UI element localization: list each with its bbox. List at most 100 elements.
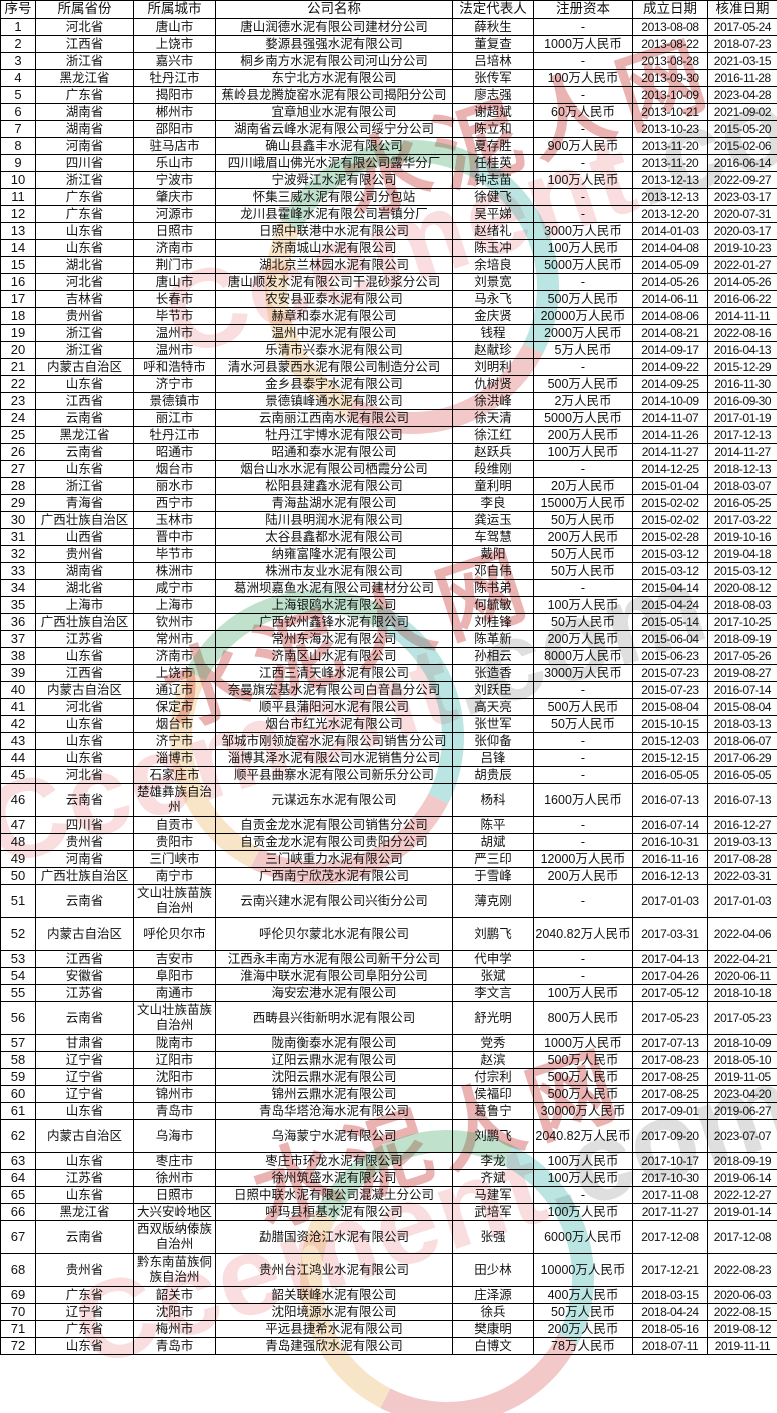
cell-approved-date: 2016-07-14 (707, 681, 777, 699)
cell-approved-date: 2019-11-05 (707, 1068, 777, 1086)
cell-seq: 62 (0, 1119, 36, 1153)
cell-approved-date: 2019-11-11 (707, 1337, 777, 1355)
cell-seq: 38 (0, 647, 36, 665)
cell-legal-representative: 赵绪礼 (452, 222, 534, 240)
table-row: 45 河北省 石家庄市 顺平县曲寨水泥有限公司新乐分公司 胡贵辰 -2016-05-05 2… (0, 766, 777, 784)
cell-seq: 25 (0, 426, 36, 444)
cell-province: 吉林省 (35, 290, 134, 308)
cell-established-date: 2017-09-20 (632, 1119, 708, 1153)
cell-company: 湖北京兰林园水泥有限公司 (215, 256, 453, 274)
cell-city: 乌海市 (133, 1119, 216, 1153)
cell-city: 通辽市 (133, 681, 216, 699)
cell-legal-representative: 金庆贤 (452, 307, 534, 325)
cell-approved-date: 2017-08-28 (707, 850, 777, 868)
cell-seq: 27 (0, 460, 36, 478)
cell-approved-date: 2014-11-27 (707, 443, 777, 461)
cell-established-date: 2014-09-22 (632, 358, 708, 376)
cell-company: 乌海蒙宁水泥有限公司 (215, 1119, 453, 1153)
cell-province: 河北省 (35, 273, 134, 291)
table-row: 37 江苏省 常州市 常州东海水泥有限公司 陈革新 200万人民币 2015-06-04 20… (0, 630, 777, 648)
cell-company: 宁波舜江水泥有限公司 (215, 171, 453, 189)
cell-company: 枣庄市环龙水泥有限公司 (215, 1152, 453, 1170)
cell-city: 邵阳市 (133, 120, 216, 138)
table-row: 27 山东省 烟台市 烟台山水水泥有限公司栖霞分公司 段维刚 -2014-12-25 201… (0, 460, 777, 478)
cell-city: 牡丹江市 (133, 426, 216, 444)
cell-registered-capital: - (533, 950, 633, 968)
cell-seq: 7 (0, 120, 36, 138)
cell-seq: 22 (0, 375, 36, 393)
cell-city: 丽水市 (133, 477, 216, 495)
cell-approved-date: 2016-12-27 (707, 816, 777, 834)
table-row: 39 江西省 上饶市 江西三清天峰水泥有限公司 张造香 3000万人民币 2015-07-2… (0, 664, 777, 682)
cell-legal-representative: 樊康明 (452, 1320, 534, 1338)
cell-province: 湖南省 (35, 103, 134, 121)
cell-company: 广西钦州鑫锋水泥有限公司 (215, 613, 453, 631)
cell-company: 牡丹江宇博水泥有限公司 (215, 426, 453, 444)
cell-established-date: 2014-12-25 (632, 460, 708, 478)
cell-approved-date: 2018-03-07 (707, 477, 777, 495)
cell-registered-capital: 8000万人民币 (533, 647, 633, 665)
cell-approved-date: 2017-05-23 (707, 1001, 777, 1035)
cell-company: 乐清市兴泰水泥有限公司 (215, 341, 453, 359)
cell-established-date: 2017-04-13 (632, 950, 708, 968)
cell-province: 浙江省 (35, 341, 134, 359)
cell-city: 青岛市 (133, 1102, 216, 1120)
table-row: 61 山东省 青岛市 青岛华塔沧海水泥有限公司 葛鲁宁 30000万人民币 2017-09-… (0, 1102, 777, 1120)
cell-province: 江西省 (35, 392, 134, 410)
cell-seq: 46 (0, 783, 36, 817)
cell-approved-date: 2017-12-13 (707, 426, 777, 444)
cell-province: 山东省 (35, 749, 134, 767)
cell-province: 山东省 (35, 732, 134, 750)
cell-seq: 40 (0, 681, 36, 699)
table-row: 17 吉林省 长春市 农安县亚泰水泥有限公司 马永飞 500万人民币 2014-06-11 2… (0, 290, 777, 308)
cell-company: 青岛建强欣水泥有限公司 (215, 1337, 453, 1355)
cell-city: 温州市 (133, 324, 216, 342)
cell-approved-date: 2022-12-27 (707, 1186, 777, 1204)
cell-city: 长春市 (133, 290, 216, 308)
cell-city: 黔东南苗族侗族自治州 (133, 1253, 216, 1287)
cell-approved-date: 2015-02-06 (707, 137, 777, 155)
cement-company-table: 序号 所属省份 所属城市 公司名称 法定代表人 注册资本 成立日期 核准日期 1 河北省 唐山市唐… (0, 0, 777, 1355)
cell-legal-representative: 薛秋生 (452, 18, 534, 36)
cell-city: 景德镇市 (133, 392, 216, 410)
cell-seq: 69 (0, 1286, 36, 1304)
cell-registered-capital: - (533, 766, 633, 784)
cell-seq: 18 (0, 307, 36, 325)
cell-registered-capital: - (533, 154, 633, 172)
cell-province: 山东省 (35, 375, 134, 393)
cell-registered-capital: 1600万人民币 (533, 783, 633, 817)
cell-registered-capital: - (533, 52, 633, 70)
cell-company: 平远县捷希水泥有限公司 (215, 1320, 453, 1338)
cell-legal-representative: 刘桂锋 (452, 613, 534, 631)
cell-city: 济宁市 (133, 375, 216, 393)
cell-seq: 5 (0, 86, 36, 104)
cell-company: 陆川县明润水泥有限公司 (215, 511, 453, 529)
table-header: 序号 所属省份 所属城市 公司名称 法定代表人 注册资本 成立日期 核准日期 (0, 0, 777, 19)
cell-company: 四川峨眉山佛光水泥有限公司露华分厂 (215, 154, 453, 172)
table-row: 72 山东省 青岛市 青岛建强欣水泥有限公司 白博文 78万人民币 2018-07-11 20… (0, 1337, 777, 1355)
cell-approved-date: 2019-10-16 (707, 528, 777, 546)
cell-company: 呼玛县桓基水泥有限公司 (215, 1203, 453, 1221)
cell-registered-capital: 50万人民币 (533, 545, 633, 563)
table-row: 65 山东省 日照市 日照中联水泥有限公司混凝土分公司 马建军 -2017-11-08 20… (0, 1186, 777, 1204)
cell-seq: 66 (0, 1203, 36, 1221)
cell-established-date: 2017-08-23 (632, 1051, 708, 1069)
cell-established-date: 2015-02-02 (632, 494, 708, 512)
table-row: 48 贵州省 贵阳市 自贡金龙水泥有限公司贵阳分公司 胡斌 -2016-10-31 2019… (0, 833, 777, 851)
cell-established-date: 2017-11-08 (632, 1186, 708, 1204)
table-row: 56 云南省 文山壮族苗族自治州 西畴县兴街新明水泥有限公司 舒光明 800万人民币 201… (0, 1001, 777, 1035)
cell-city: 梅州市 (133, 1320, 216, 1338)
cell-company: 上海银鸥水泥有限公司 (215, 596, 453, 614)
cell-registered-capital: 78万人民币 (533, 1337, 633, 1355)
cell-approved-date: 2020-06-03 (707, 1286, 777, 1304)
table-row: 32 贵州省 毕节市 纳雍富隆水泥有限公司 戴阳 50万人民币 2015-03-12 2019… (0, 545, 777, 563)
cell-province: 内蒙古自治区 (35, 917, 134, 951)
cell-company: 金乡县泰宇水泥有限公司 (215, 375, 453, 393)
cell-established-date: 2014-08-06 (632, 307, 708, 325)
table-row: 35 上海市 上海市 上海银鸥水泥有限公司 何毓敏 100万人民币 2015-04-24 20… (0, 596, 777, 614)
cell-approved-date: 2020-03-17 (707, 222, 777, 240)
cell-company: 烟台山水水泥有限公司栖霞分公司 (215, 460, 453, 478)
cell-legal-representative: 吴平娣 (452, 205, 534, 223)
cell-registered-capital: 2040.82万人民币 (533, 1119, 633, 1153)
cell-approved-date: 2020-08-12 (707, 579, 777, 597)
